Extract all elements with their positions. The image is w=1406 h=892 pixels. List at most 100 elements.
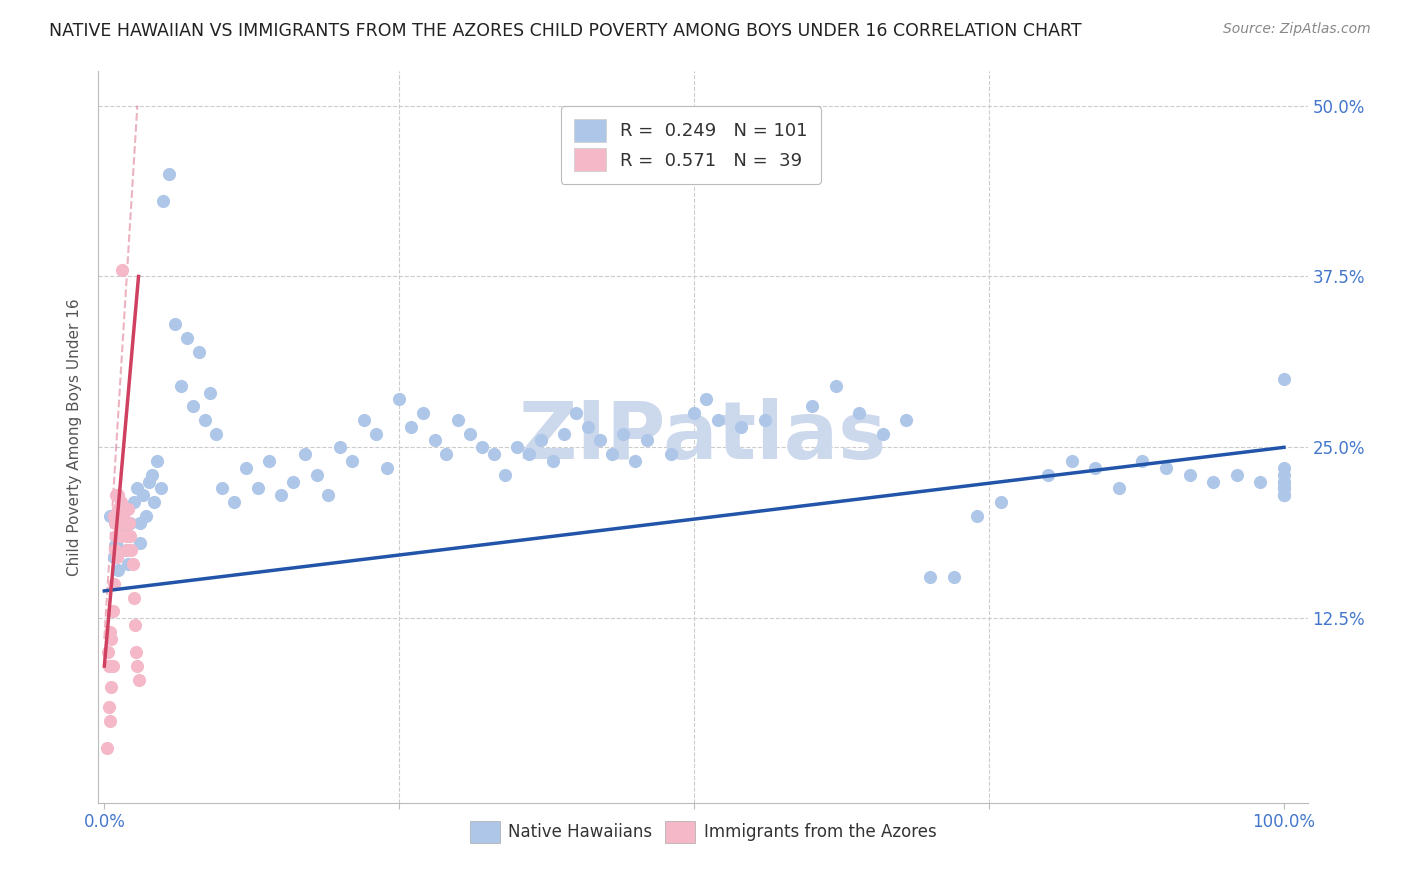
Point [103, 508, 125, 523]
Point [104, 542, 127, 557]
Point [600, 447, 623, 461]
Point [149, 481, 172, 495]
Text: NATIVE HAWAIIAN VS IMMIGRANTS FROM THE AZORES CHILD POVERTY AMONG BOYS UNDER 16 : NATIVE HAWAIIAN VS IMMIGRANTS FROM THE A… [49, 22, 1081, 40]
Point [142, 495, 165, 509]
Point [730, 420, 752, 434]
Point [364, 426, 387, 441]
Point [165, 318, 187, 332]
Point [112, 516, 135, 530]
Point [105, 488, 128, 502]
Point [118, 516, 141, 530]
Point [104, 516, 127, 530]
Point [105, 516, 128, 530]
Point [305, 467, 328, 482]
Point [517, 447, 540, 461]
Point [530, 434, 553, 448]
Point [329, 440, 352, 454]
Text: Source: ZipAtlas.com: Source: ZipAtlas.com [1223, 22, 1371, 37]
Point [101, 659, 124, 673]
Point [1272, 481, 1295, 495]
Point [103, 549, 125, 564]
Point [683, 406, 706, 420]
Point [482, 447, 505, 461]
Point [565, 406, 588, 420]
Point [135, 508, 157, 523]
Text: ZIPatlas: ZIPatlas [519, 398, 887, 476]
Point [801, 400, 824, 414]
Point [117, 501, 139, 516]
Point [108, 508, 131, 523]
Point [1226, 467, 1249, 482]
Point [920, 570, 942, 584]
Point [110, 495, 132, 509]
Point [659, 447, 682, 461]
Point [294, 447, 316, 461]
Point [942, 570, 965, 584]
Legend: Native Hawaiians, Immigrants from the Azores: Native Hawaiians, Immigrants from the Az… [463, 814, 943, 849]
Point [107, 563, 129, 577]
Point [1084, 460, 1107, 475]
Point [423, 434, 446, 448]
Point [281, 475, 304, 489]
Point [612, 426, 634, 441]
Point [246, 481, 269, 495]
Point [108, 529, 131, 543]
Point [132, 488, 155, 502]
Point [318, 488, 340, 502]
Point [1108, 481, 1130, 495]
Point [399, 420, 422, 434]
Point [270, 488, 292, 502]
Point [872, 426, 894, 441]
Point [141, 467, 163, 482]
Point [194, 413, 217, 427]
Point [128, 673, 150, 687]
Point [100, 632, 122, 646]
Point [114, 542, 136, 557]
Point [1272, 467, 1295, 482]
Point [107, 488, 129, 502]
Y-axis label: Child Poverty Among Boys Under 16: Child Poverty Among Boys Under 16 [67, 298, 83, 576]
Point [1272, 481, 1295, 495]
Point [576, 420, 599, 434]
Point [114, 529, 136, 543]
Point [117, 529, 139, 543]
Point [636, 434, 658, 448]
Point [494, 467, 516, 482]
Point [824, 379, 846, 393]
Point [110, 516, 132, 530]
Point [1154, 460, 1177, 475]
Point [436, 447, 458, 461]
Point [121, 557, 143, 571]
Point [181, 400, 204, 414]
Point [1202, 475, 1225, 489]
Point [1132, 454, 1154, 468]
Point [377, 460, 399, 475]
Point [101, 604, 124, 618]
Point [98, 659, 121, 673]
Point [205, 426, 228, 441]
Point [896, 413, 918, 427]
Point [120, 542, 142, 557]
Point [122, 591, 145, 605]
Point [146, 454, 169, 468]
Point [103, 577, 125, 591]
Point [122, 495, 145, 509]
Point [1272, 488, 1295, 502]
Point [541, 454, 564, 468]
Point [98, 508, 121, 523]
Point [1272, 372, 1295, 386]
Point [211, 481, 233, 495]
Point [706, 413, 728, 427]
Point [128, 516, 150, 530]
Point [624, 454, 647, 468]
Point [120, 529, 142, 543]
Point [447, 413, 470, 427]
Point [412, 406, 434, 420]
Point [170, 379, 193, 393]
Point [138, 475, 160, 489]
Point [96, 741, 118, 756]
Point [124, 618, 146, 632]
Point [1272, 460, 1295, 475]
Point [105, 549, 128, 564]
Point [235, 460, 257, 475]
